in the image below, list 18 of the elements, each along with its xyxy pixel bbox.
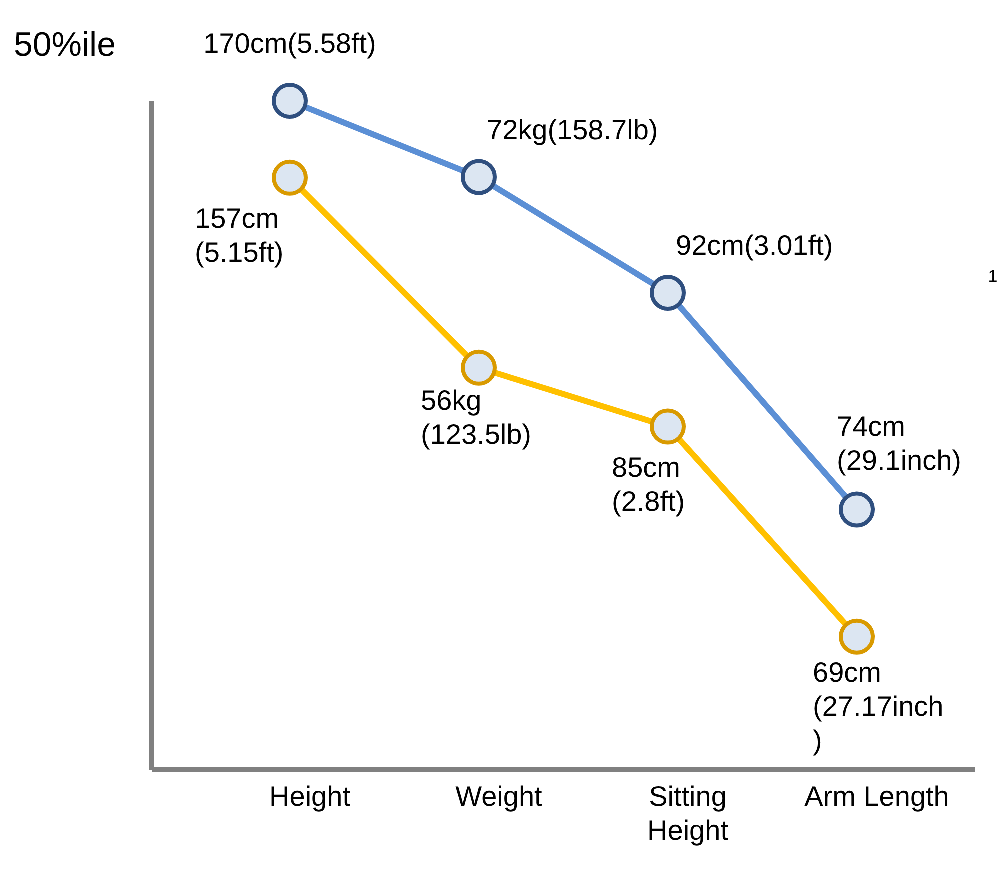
annotation: 69cm (27.17inch ) bbox=[813, 656, 944, 756]
x-tick-label: Weight bbox=[456, 781, 543, 812]
annotation: 92cm(3.01ft) bbox=[676, 230, 834, 262]
x-tick-label: Sitting Height bbox=[648, 781, 729, 846]
annotation: 170cm(5.58ft) bbox=[204, 28, 376, 59]
annotation: 72kg(158.7lb) bbox=[487, 114, 658, 146]
text: 1 bbox=[988, 267, 998, 286]
annotation: 157cm (5.15ft) bbox=[195, 202, 284, 268]
point bbox=[461, 350, 497, 386]
x-tick-label: Arm Length bbox=[804, 781, 950, 812]
point bbox=[272, 160, 308, 196]
y-axis-title: 50%ile bbox=[14, 26, 116, 64]
x-tick-label: Height bbox=[270, 781, 351, 812]
annotation: 56kg (123.5lb) bbox=[421, 384, 532, 450]
annotation: 74cm (29.1inch) bbox=[837, 410, 962, 476]
point bbox=[650, 408, 686, 445]
point bbox=[839, 618, 875, 655]
annotation: 85cm (2.8ft) bbox=[612, 452, 686, 517]
